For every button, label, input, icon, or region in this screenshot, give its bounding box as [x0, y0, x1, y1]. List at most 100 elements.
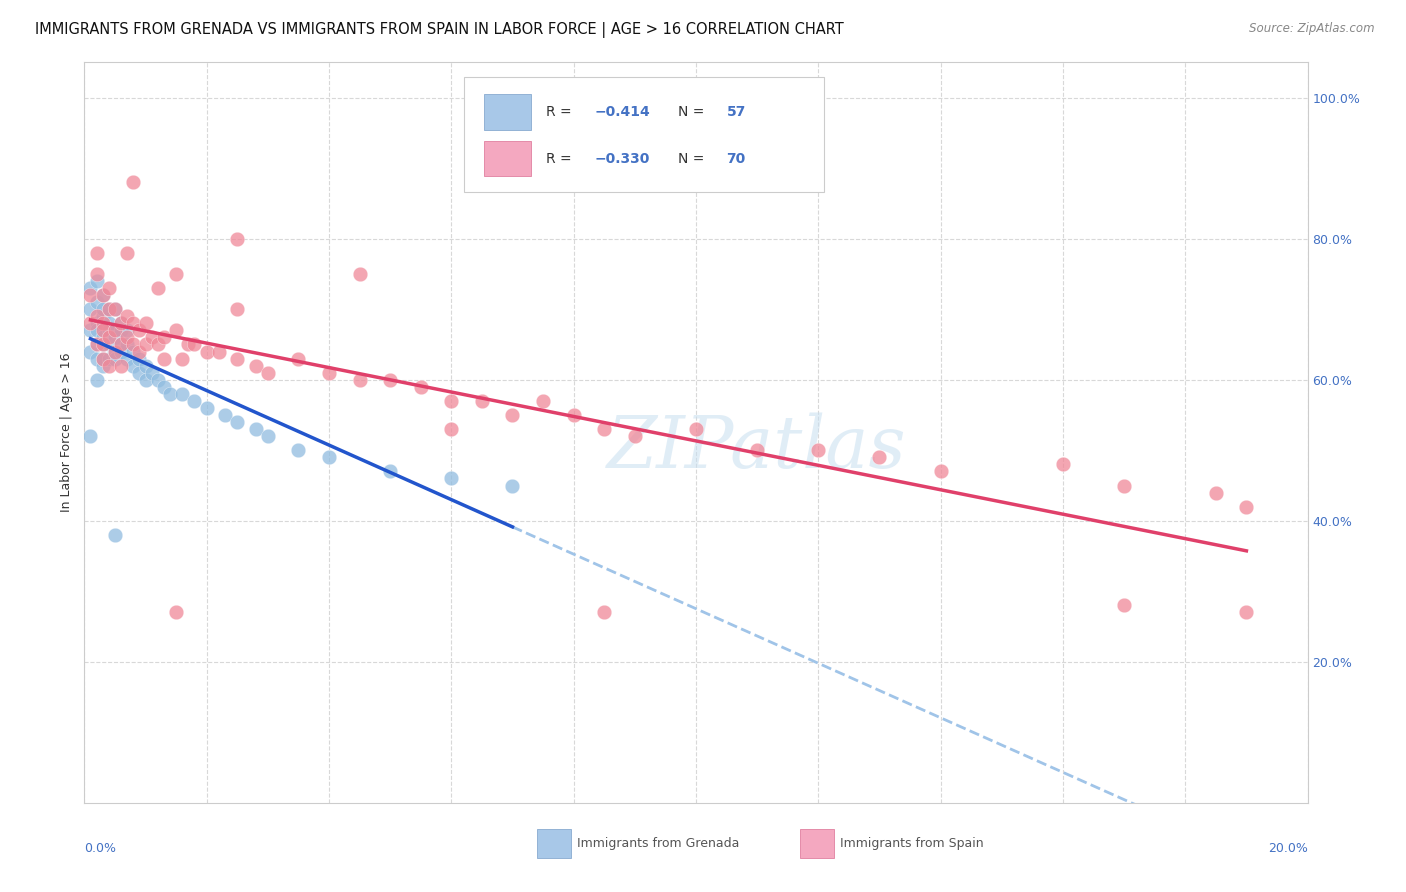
Point — [807, 443, 830, 458]
Text: ZIPatlas: ZIPatlas — [607, 412, 907, 483]
Point — [110, 337, 132, 351]
Point — [1205, 485, 1227, 500]
Point — [257, 429, 280, 443]
Text: 0.0%: 0.0% — [84, 842, 117, 855]
Point — [122, 344, 145, 359]
Point — [97, 281, 120, 295]
Y-axis label: In Labor Force | Age > 16: In Labor Force | Age > 16 — [60, 353, 73, 512]
Point — [86, 310, 108, 324]
FancyBboxPatch shape — [484, 141, 531, 177]
Text: N =: N = — [678, 152, 709, 166]
Point — [104, 528, 127, 542]
Point — [79, 281, 101, 295]
Point — [593, 606, 616, 620]
Point — [104, 302, 127, 317]
Point — [1114, 478, 1136, 492]
Point — [128, 351, 150, 366]
Point — [172, 351, 194, 366]
Point — [97, 359, 120, 373]
Point — [97, 302, 120, 317]
Point — [165, 267, 187, 281]
Text: 57: 57 — [727, 105, 747, 119]
Point — [226, 302, 249, 317]
Point — [747, 443, 769, 458]
Point — [409, 380, 432, 394]
Point — [86, 337, 108, 351]
Point — [869, 450, 891, 465]
Point — [104, 323, 127, 337]
Point — [104, 344, 127, 359]
Point — [440, 422, 463, 436]
Point — [91, 323, 114, 337]
Point — [135, 359, 157, 373]
Text: 20.0%: 20.0% — [1268, 842, 1308, 855]
Point — [110, 323, 132, 337]
Text: −0.414: −0.414 — [595, 105, 650, 119]
Point — [97, 316, 120, 330]
Point — [562, 408, 585, 422]
Point — [86, 323, 108, 337]
Point — [226, 232, 249, 246]
Point — [135, 337, 157, 351]
Point — [165, 323, 187, 337]
Point — [349, 267, 371, 281]
Text: R =: R = — [546, 152, 575, 166]
Point — [226, 351, 249, 366]
Point — [245, 422, 267, 436]
Point — [97, 323, 120, 337]
Point — [257, 366, 280, 380]
Point — [122, 337, 145, 351]
Point — [97, 302, 120, 317]
Point — [86, 295, 108, 310]
Point — [79, 316, 101, 330]
Point — [79, 344, 101, 359]
Text: Source: ZipAtlas.com: Source: ZipAtlas.com — [1250, 22, 1375, 36]
Point — [79, 302, 101, 317]
Point — [685, 422, 707, 436]
Point — [115, 351, 138, 366]
Point — [110, 316, 132, 330]
Point — [135, 373, 157, 387]
Point — [86, 351, 108, 366]
Point — [440, 393, 463, 408]
Point — [183, 393, 205, 408]
FancyBboxPatch shape — [464, 78, 824, 192]
Point — [104, 323, 127, 337]
Point — [97, 330, 120, 344]
Point — [208, 344, 231, 359]
Text: R =: R = — [546, 105, 575, 119]
Point — [104, 330, 127, 344]
Point — [172, 387, 194, 401]
Point — [110, 337, 132, 351]
Point — [471, 393, 494, 408]
Point — [79, 288, 101, 302]
Point — [115, 245, 138, 260]
Point — [349, 373, 371, 387]
Point — [110, 344, 132, 359]
Text: Immigrants from Spain: Immigrants from Spain — [841, 837, 984, 850]
Point — [380, 464, 402, 478]
Point — [1052, 458, 1074, 472]
Text: Immigrants from Grenada: Immigrants from Grenada — [578, 837, 740, 850]
Point — [165, 606, 187, 620]
Point — [135, 316, 157, 330]
Text: 70: 70 — [727, 152, 745, 166]
Point — [318, 366, 340, 380]
Point — [79, 323, 101, 337]
Point — [531, 393, 554, 408]
Point — [183, 337, 205, 351]
Point — [287, 351, 309, 366]
Point — [593, 422, 616, 436]
Point — [104, 351, 127, 366]
Point — [91, 302, 114, 317]
Point — [115, 323, 138, 337]
Point — [195, 344, 218, 359]
Point — [141, 330, 163, 344]
Text: −0.330: −0.330 — [595, 152, 650, 166]
Text: IMMIGRANTS FROM GRENADA VS IMMIGRANTS FROM SPAIN IN LABOR FORCE | AGE > 16 CORRE: IMMIGRANTS FROM GRENADA VS IMMIGRANTS FR… — [35, 22, 844, 38]
Point — [91, 288, 114, 302]
Point — [502, 478, 524, 492]
Point — [153, 351, 176, 366]
Point — [86, 337, 108, 351]
Point — [91, 351, 114, 366]
